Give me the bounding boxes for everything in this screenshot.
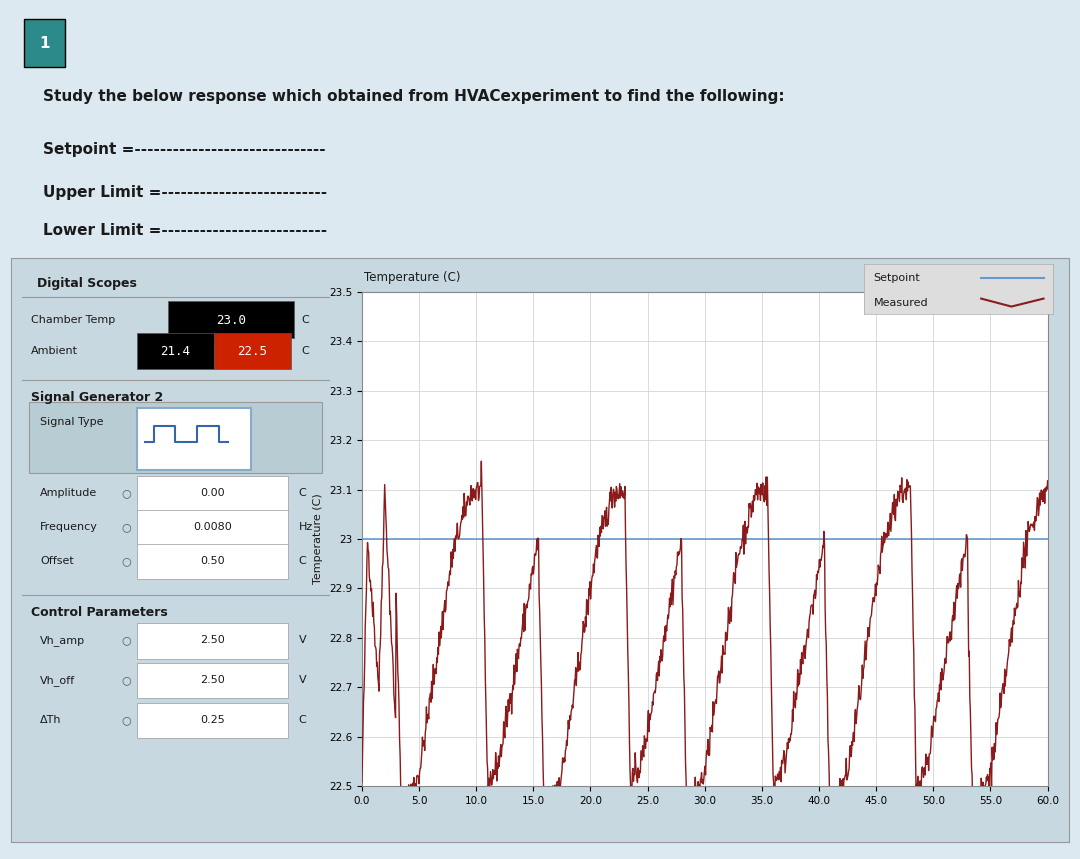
Text: Setpoint: Setpoint (874, 272, 920, 283)
Text: C: C (298, 556, 307, 566)
Text: Signal Type: Signal Type (40, 417, 104, 427)
Text: ○: ○ (121, 636, 131, 645)
Text: C: C (298, 715, 307, 725)
Text: Measured: Measured (874, 297, 928, 308)
Text: 0.00: 0.00 (200, 488, 225, 498)
FancyBboxPatch shape (137, 332, 214, 369)
Text: V: V (298, 636, 307, 645)
FancyBboxPatch shape (167, 302, 294, 338)
FancyBboxPatch shape (24, 19, 65, 67)
FancyBboxPatch shape (29, 402, 322, 473)
FancyBboxPatch shape (137, 544, 288, 579)
Text: Digital Scopes: Digital Scopes (37, 277, 137, 289)
Text: C: C (301, 346, 310, 356)
Text: ○: ○ (121, 675, 131, 685)
Text: C: C (298, 488, 307, 498)
Text: 1: 1 (39, 36, 50, 51)
FancyBboxPatch shape (137, 510, 288, 545)
Text: 0.0080: 0.0080 (193, 522, 232, 532)
Text: Ambient: Ambient (31, 346, 78, 356)
FancyBboxPatch shape (137, 663, 288, 698)
FancyBboxPatch shape (214, 332, 291, 369)
Text: 2.50: 2.50 (200, 675, 225, 685)
Text: Vh_amp: Vh_amp (40, 635, 85, 646)
Text: 2.50: 2.50 (200, 636, 225, 645)
Text: Chamber Temp: Chamber Temp (31, 315, 116, 326)
Text: Frequency: Frequency (40, 522, 98, 532)
FancyBboxPatch shape (137, 476, 288, 511)
Text: ○: ○ (121, 488, 131, 498)
Text: C: C (301, 315, 310, 326)
FancyBboxPatch shape (137, 408, 251, 471)
FancyBboxPatch shape (137, 624, 288, 659)
Text: V: V (298, 675, 307, 685)
Text: 21.4: 21.4 (161, 344, 190, 358)
Y-axis label: Temperature (C): Temperature (C) (313, 494, 323, 584)
Text: Upper Limit =--------------------------: Upper Limit =-------------------------- (43, 185, 327, 200)
Text: Offset: Offset (40, 556, 73, 566)
Text: Vh_off: Vh_off (40, 674, 76, 685)
FancyBboxPatch shape (137, 703, 288, 738)
Text: Signal Generator 2: Signal Generator 2 (31, 392, 163, 405)
Text: Study the below response which obtained from HVACexperiment to find the followin: Study the below response which obtained … (43, 88, 785, 104)
Text: Amplitude: Amplitude (40, 488, 97, 498)
Text: 0.50: 0.50 (200, 556, 225, 566)
Text: Lower Limit =--------------------------: Lower Limit =-------------------------- (43, 223, 327, 239)
Text: 22.5: 22.5 (238, 344, 268, 358)
Text: Hz: Hz (298, 522, 313, 532)
Text: 0.25: 0.25 (200, 715, 225, 725)
Text: Control Parameters: Control Parameters (31, 606, 167, 618)
Text: Setpoint =------------------------------: Setpoint =------------------------------ (43, 142, 326, 156)
Text: ΔTh: ΔTh (40, 715, 62, 725)
Text: ○: ○ (121, 715, 131, 725)
Text: 23.0: 23.0 (216, 314, 246, 326)
Text: ○: ○ (121, 522, 131, 532)
Text: Temperature (C): Temperature (C) (364, 271, 460, 283)
Text: ○: ○ (121, 556, 131, 566)
